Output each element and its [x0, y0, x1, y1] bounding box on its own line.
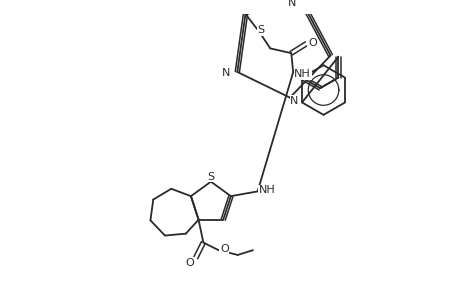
Text: N: N [222, 68, 230, 78]
Text: N: N [290, 95, 298, 106]
Text: O: O [307, 38, 316, 48]
Text: S: S [257, 25, 264, 35]
Text: NH: NH [294, 69, 310, 79]
Text: O: O [185, 258, 194, 268]
Text: O: O [219, 244, 228, 254]
Text: N: N [287, 0, 296, 8]
Text: S: S [207, 172, 214, 182]
Text: NH: NH [258, 185, 275, 195]
